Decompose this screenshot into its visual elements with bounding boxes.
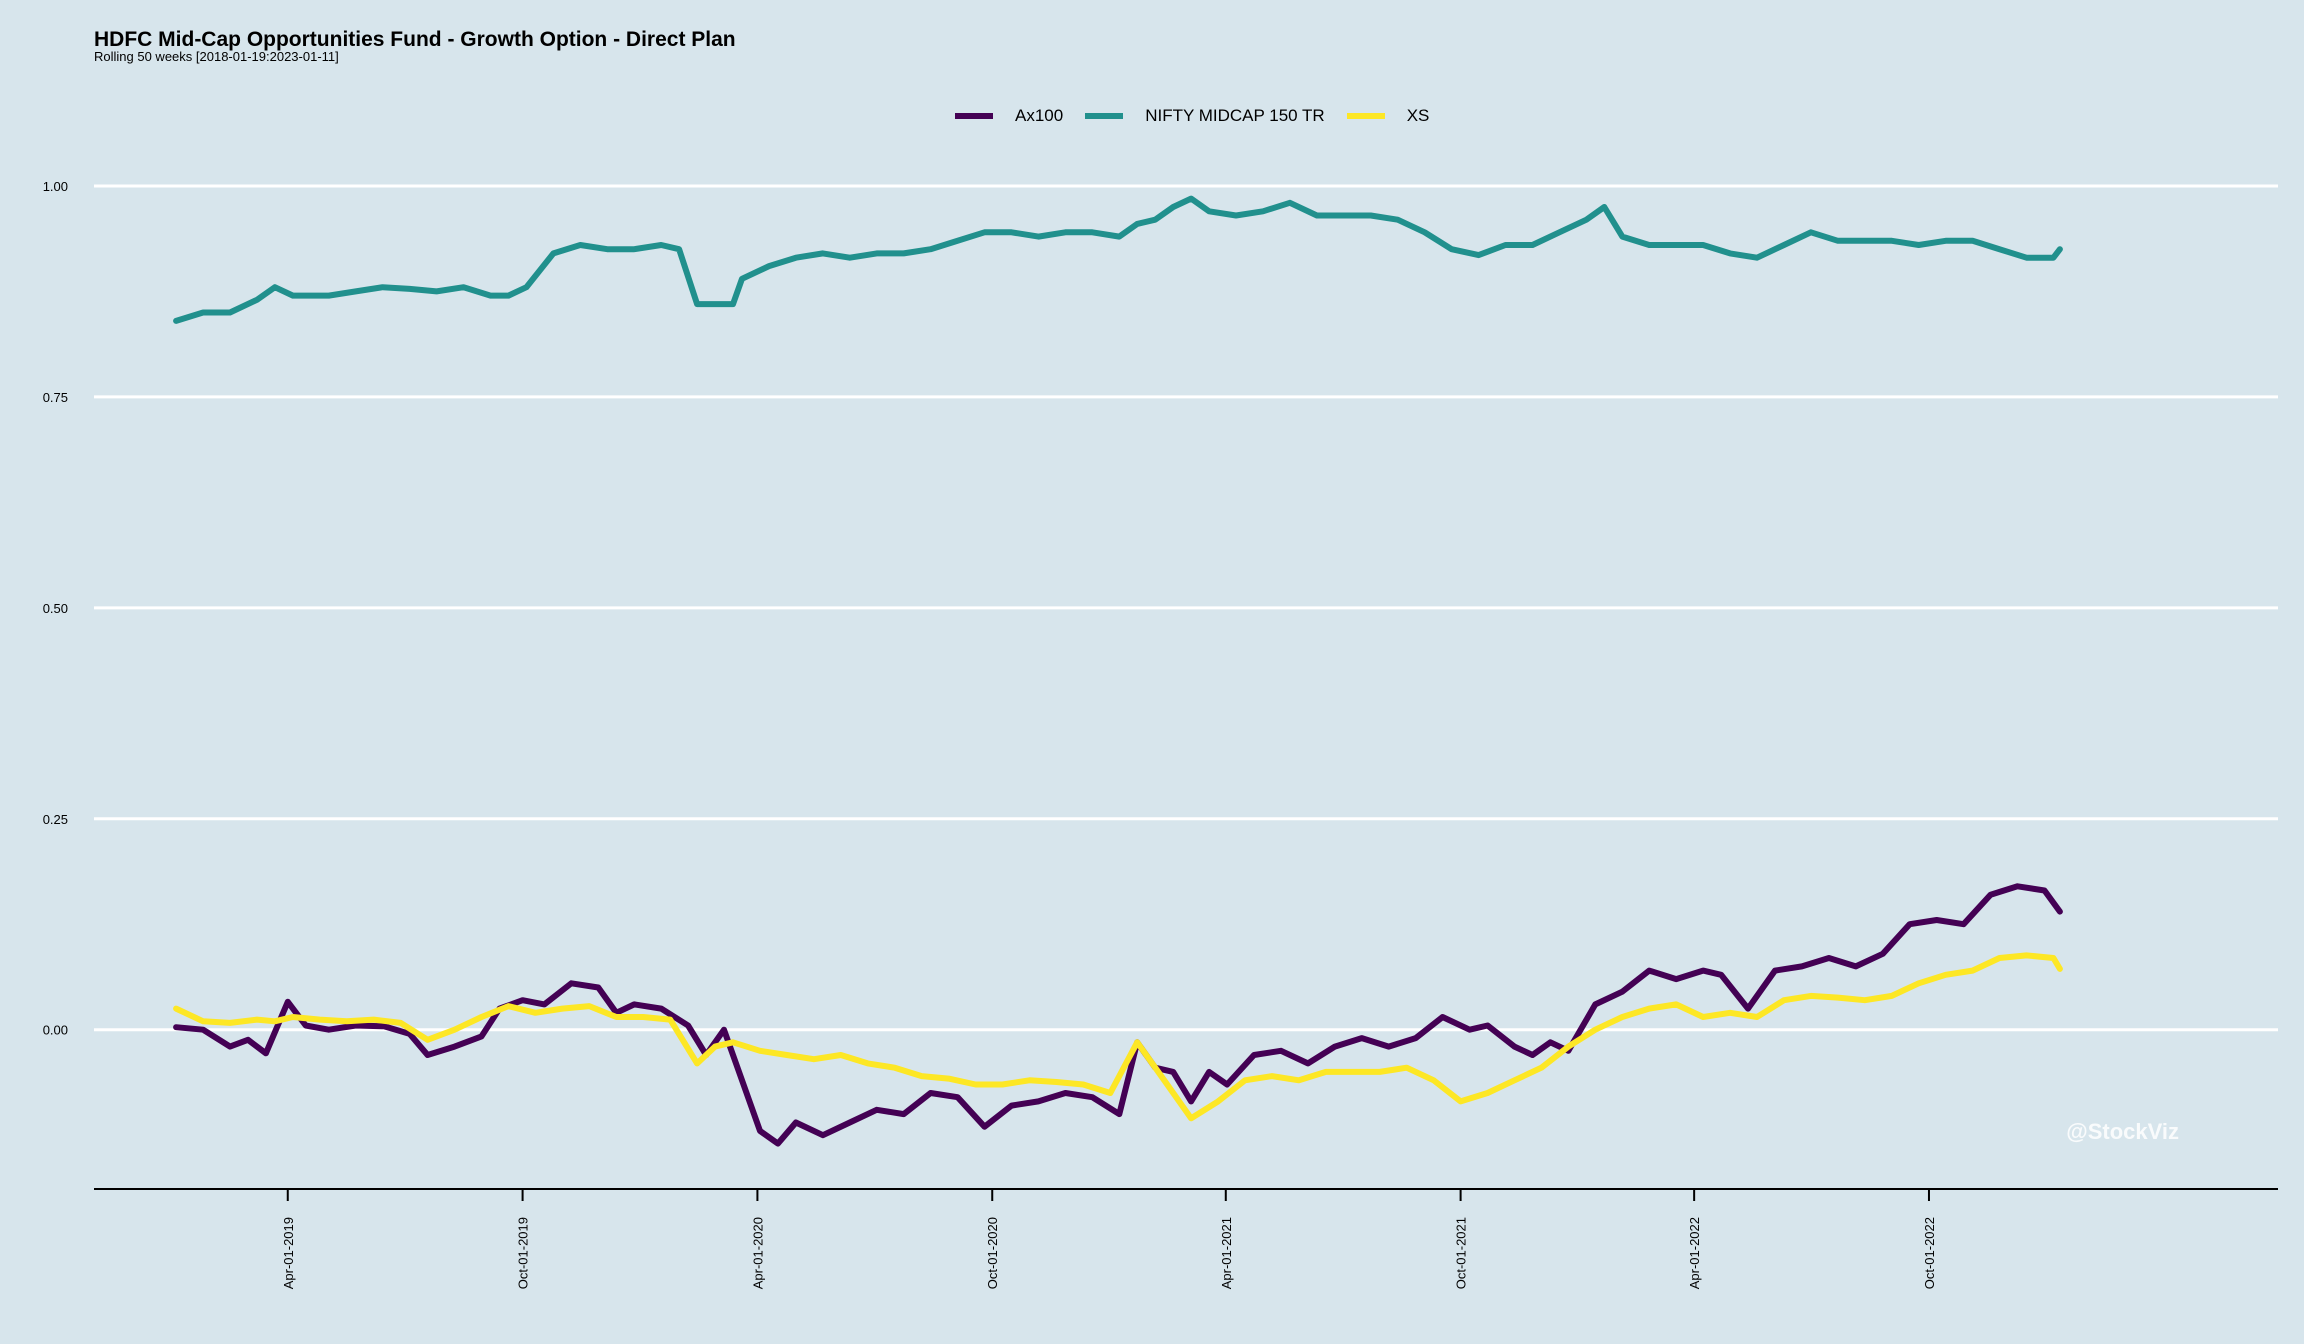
x-tick-label: Oct-01-2022 bbox=[1922, 1217, 1937, 1289]
legend-item: XS bbox=[1346, 106, 1430, 126]
legend-swatch bbox=[955, 113, 993, 119]
chart-title: HDFC Mid-Cap Opportunities Fund - Growth… bbox=[94, 28, 736, 51]
y-tick-label: 0.00 bbox=[43, 1023, 68, 1038]
y-tick-label: 0.25 bbox=[43, 812, 68, 827]
legend-item: NIFTY MIDCAP 150 TR bbox=[1085, 106, 1325, 126]
x-tick-label: Apr-01-2020 bbox=[750, 1217, 765, 1289]
legend: Ax100 NIFTY MIDCAP 150 TR XS bbox=[955, 104, 1451, 128]
grid-lines bbox=[94, 184, 2278, 1032]
legend-label: Ax100 bbox=[1015, 106, 1064, 125]
y-tick-label: 1.00 bbox=[43, 179, 68, 194]
x-tick-label: Oct-01-2021 bbox=[1454, 1217, 1469, 1289]
watermark: @StockViz bbox=[2066, 1119, 2179, 1144]
legend-swatch bbox=[1346, 113, 1385, 119]
legend-label: NIFTY MIDCAP 150 TR bbox=[1145, 106, 1325, 125]
x-tick-label: Apr-01-2022 bbox=[1687, 1217, 1702, 1289]
x-axis: Apr-01-2019 Oct-01-2019 Apr-01-2020 Oct-01-… bbox=[94, 1188, 2278, 1289]
y-axis: 0.00 0.25 0.50 0.75 1.00 bbox=[43, 179, 68, 1038]
x-tick-label: Apr-01-2021 bbox=[1219, 1217, 1234, 1289]
series-line-ax100 bbox=[173, 883, 2063, 1147]
legend-label: XS bbox=[1406, 106, 1430, 125]
legend-item: Ax100 bbox=[955, 106, 1063, 126]
chart-subtitle: Rolling 50 weeks [2018-01-19:2023-01-11] bbox=[94, 49, 339, 64]
series-line-nifty-midcap-150-tr bbox=[173, 195, 2063, 324]
y-tick-label: 0.75 bbox=[43, 390, 68, 405]
x-tick-label: Oct-01-2020 bbox=[985, 1217, 1000, 1289]
y-tick-label: 0.50 bbox=[43, 601, 68, 616]
x-tick-label: Oct-01-2019 bbox=[516, 1217, 531, 1289]
series-line-xs bbox=[173, 952, 2063, 1122]
legend-swatch bbox=[1085, 113, 1124, 119]
x-tick-label: Apr-01-2019 bbox=[281, 1217, 296, 1289]
series-lines bbox=[173, 195, 2063, 1147]
